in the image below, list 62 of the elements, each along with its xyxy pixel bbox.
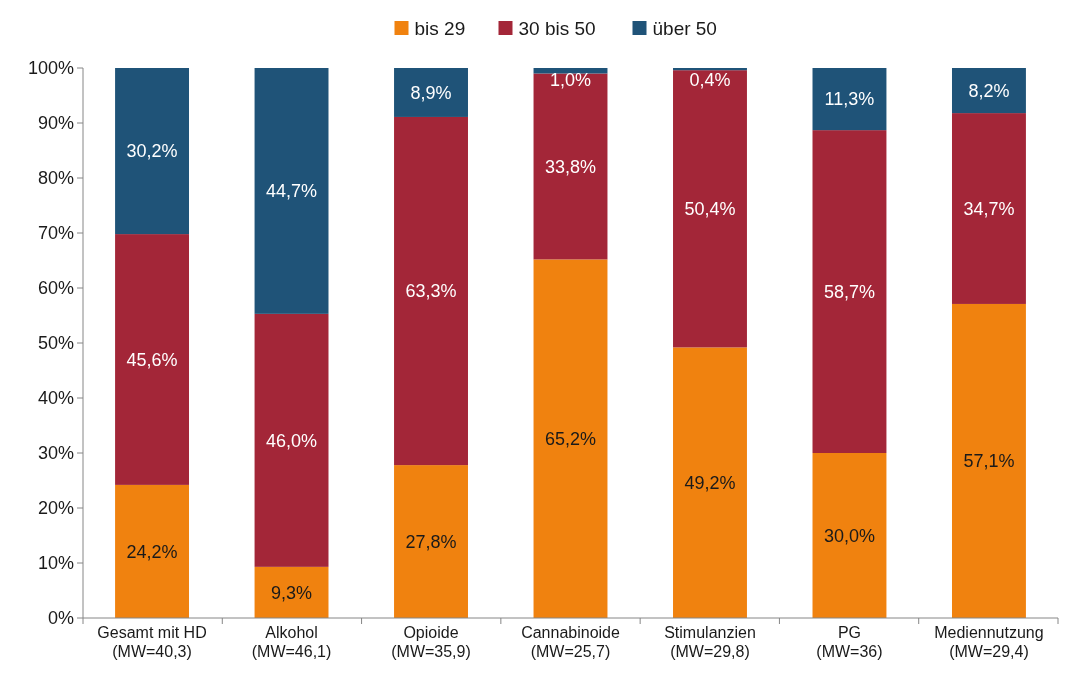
x-tick-label: Stimulanzien (MW=29,8)	[664, 624, 756, 660]
y-tick-label: 10%	[37, 553, 74, 574]
data-label: 8,2%	[968, 80, 1010, 101]
data-label: 45,6%	[126, 349, 178, 370]
x-tick-label: Gesamt mit HD (MW=40,3)	[97, 624, 207, 660]
bar	[951, 68, 1026, 114]
data-label: 34,7%	[963, 198, 1015, 219]
bar	[673, 70, 747, 348]
bar	[533, 68, 608, 74]
legend-label: über 50	[652, 17, 717, 39]
data-label: 57,1%	[963, 451, 1015, 472]
y-tick-label: 0%	[47, 608, 74, 629]
bar	[394, 465, 468, 618]
data-label: 30,0%	[823, 525, 875, 546]
bar	[115, 68, 190, 235]
bar	[533, 259, 608, 618]
x-tick-label: Cannabinoide (MW=25,7)	[521, 624, 620, 660]
data-label: 33,8%	[544, 156, 597, 177]
bar	[673, 68, 747, 71]
data-label: 0,4%	[689, 70, 731, 91]
data-label: 8,9%	[410, 82, 452, 103]
data-label: 9,3%	[271, 582, 313, 603]
data-label: 49,2%	[684, 473, 736, 493]
bar	[394, 68, 468, 117]
bar	[115, 484, 190, 618]
bar	[951, 113, 1026, 304]
data-label: 27,8%	[405, 531, 457, 552]
bar	[115, 234, 190, 485]
bar	[812, 68, 887, 131]
y-tick-label: 80%	[37, 168, 74, 189]
y-tick-label: 50%	[37, 333, 74, 354]
data-label: 50,4%	[684, 199, 736, 220]
bar	[812, 453, 887, 618]
bar	[673, 347, 747, 618]
data-label: 63,3%	[405, 281, 457, 302]
legend-label: bis 29	[414, 17, 466, 39]
data-label: 44,7%	[266, 181, 318, 202]
data-label: 30,2%	[126, 141, 178, 162]
y-tick-label: 20%	[37, 498, 74, 519]
x-tick-label: Opioide (MW=35,9)	[391, 624, 471, 660]
x-tick-label: Mediennutzung (MW=29,4)	[934, 624, 1044, 660]
bar	[254, 68, 329, 314]
data-label: 1,0%	[549, 70, 592, 91]
bar	[254, 313, 329, 567]
y-tick-label: 100%	[27, 58, 74, 79]
bar	[394, 116, 468, 466]
data-label: 65,2%	[544, 429, 597, 449]
bar	[533, 73, 608, 260]
y-tick-label: 60%	[37, 278, 74, 299]
x-tick-label: Alkohol (MW=46,1)	[251, 624, 332, 660]
bar	[812, 130, 887, 453]
data-label: 46,0%	[266, 430, 318, 451]
y-tick-label: 90%	[37, 113, 74, 134]
x-tick-label: PG (MW=36)	[816, 624, 883, 660]
legend-label: 30 bis 50	[518, 17, 596, 39]
y-tick-label: 70%	[37, 223, 74, 244]
data-label: 58,7%	[823, 281, 875, 302]
bar	[951, 303, 1026, 618]
data-label: 24,2%	[126, 541, 178, 562]
y-tick-label: 30%	[37, 443, 74, 464]
data-label: 11,3%	[824, 89, 875, 110]
y-tick-label: 40%	[37, 388, 74, 409]
